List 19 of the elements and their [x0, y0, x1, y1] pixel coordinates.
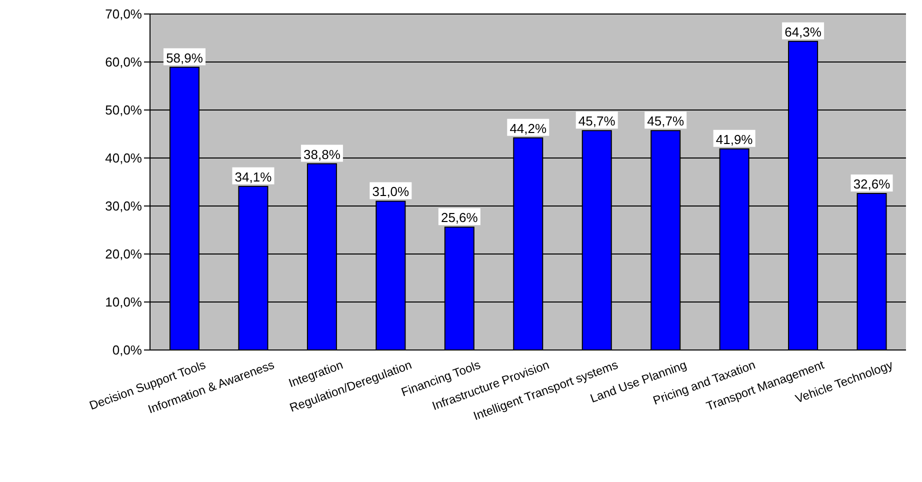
data-label: 34,1%: [234, 169, 272, 184]
data-label: 58,9%: [166, 50, 204, 66]
y-tick-label: 40,0%: [105, 150, 142, 166]
data-label: 38,8%: [304, 146, 341, 162]
y-tick-label: 0,0%: [112, 342, 142, 358]
data-label: 45,7%: [647, 114, 684, 129]
data-label: 64,3%: [784, 24, 822, 40]
y-tick-label: 70,0%: [105, 6, 142, 22]
data-label: 41,9%: [716, 132, 754, 147]
data-label: 25,6%: [440, 210, 478, 226]
y-tick-label: 50,0%: [105, 102, 142, 118]
y-tick-label: 20,0%: [105, 246, 142, 262]
y-tick-label: 30,0%: [105, 198, 142, 214]
y-tick-label: 10,0%: [105, 294, 142, 310]
data-label: 45,7%: [578, 114, 616, 129]
data-label: 44,2%: [510, 120, 547, 136]
data-label: 31,0%: [372, 184, 410, 200]
data-label: 32,6%: [853, 176, 891, 192]
y-tick-label: 60,0%: [105, 54, 142, 70]
